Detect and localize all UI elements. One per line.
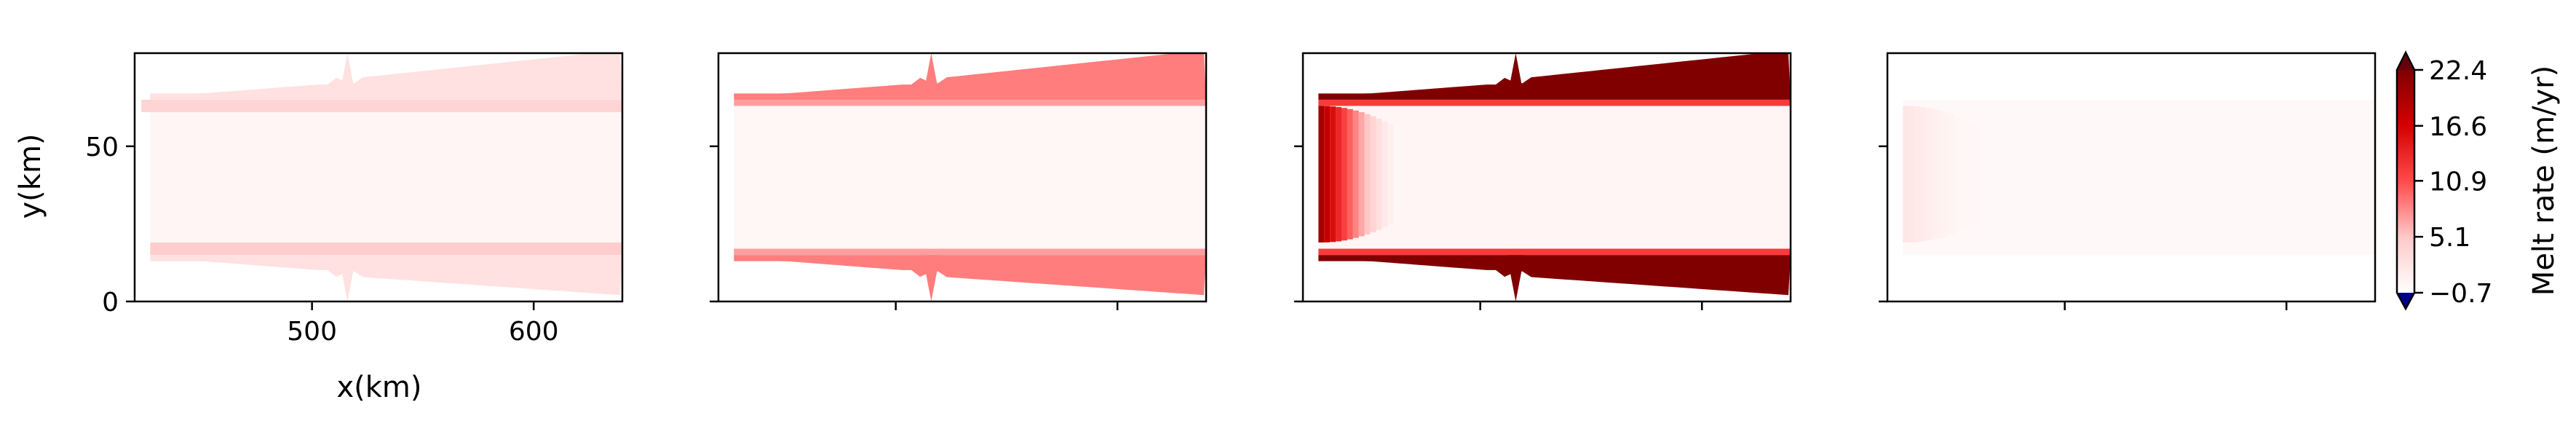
y-axis-label: y(km) — [14, 133, 47, 218]
grounding-line-melt-cell — [1387, 124, 1394, 224]
colorbar-tick-label: 22.4 — [2429, 56, 2487, 86]
colorbar-over-arrow — [2397, 52, 2414, 70]
cavity-melt-region — [734, 99, 1206, 256]
lower-melt-band — [1318, 255, 1791, 296]
grounding-line-melt-cell — [1376, 118, 1382, 230]
grounding-line-melt-cell — [1352, 110, 1359, 238]
heatmap-panel-4 — [1879, 52, 2377, 310]
grounding-line-melt-cell — [1925, 108, 1932, 241]
grounding-line-melt-cell — [1949, 114, 1955, 234]
colorbar-tick-label: 16.6 — [2429, 112, 2487, 142]
grounding-line-melt-cell — [1903, 106, 1909, 243]
lower-channel-spike — [922, 255, 940, 301]
grounding-line-melt-cell — [1370, 116, 1376, 232]
upper-melt-band — [734, 53, 1206, 100]
colorbar: −0.7 5.1 10.9 16.6 22.4 Melt rate (m/yr) — [2395, 50, 2561, 311]
axes-frame — [1886, 52, 2377, 303]
lower-channel-spike — [1507, 255, 1525, 301]
grounding-line-melt-cell — [1347, 109, 1353, 240]
grounding-line-melt-cell — [1382, 121, 1388, 227]
grounding-line-melt-cell — [1914, 106, 1921, 242]
y-tick-label: 50 — [85, 133, 119, 162]
upper-channel-spike — [922, 53, 940, 100]
heatmap-panel-3 — [1294, 52, 1792, 310]
upper-channel — [1318, 99, 1791, 106]
axes-frame — [133, 52, 624, 303]
grounding-line-melt-cell — [1960, 118, 1967, 230]
grounding-line-melt-cell — [1364, 114, 1371, 234]
grounding-line-melt-cell — [1330, 106, 1336, 242]
colorbar-label: Melt rate (m/yr) — [2527, 66, 2561, 296]
lower-melt-band — [150, 255, 622, 296]
x-tick-label: 600 — [509, 317, 559, 347]
grounding-line-melt-cell — [1943, 111, 1949, 237]
x-axis-label: x(km) — [336, 371, 421, 404]
lower-melt-band — [734, 255, 1206, 296]
grounding-line-melt-cell — [1966, 121, 1973, 227]
colorbar-gradient — [2397, 70, 2414, 293]
lower-channel — [734, 248, 1206, 256]
upper-channel-spike — [338, 53, 357, 100]
grounding-line-melt-cell — [1920, 107, 1926, 242]
upper-melt-band — [150, 53, 622, 100]
grounding-line-melt-cell — [1393, 127, 1400, 221]
axes-frame — [1301, 52, 1792, 303]
upper-channel — [734, 99, 1206, 106]
grounding-line-melt-cell — [1937, 110, 1943, 238]
x-tick-label: 500 — [287, 317, 337, 347]
grounding-line-melt-cell — [1336, 107, 1341, 242]
grounding-line-melt-cell — [1324, 106, 1331, 242]
grounding-line-melt-cell — [1358, 111, 1365, 237]
grounding-line-melt-cell — [1909, 106, 1915, 242]
grounding-line-melt-cell — [1931, 109, 1938, 240]
upper-channel — [141, 99, 623, 112]
upper-melt-band — [1318, 53, 1791, 100]
lower-channel — [1318, 248, 1791, 256]
grounding-line-melt-cell — [1341, 108, 1347, 241]
grounding-line-melt-cell — [1972, 124, 1978, 224]
grounding-line-melt-cell — [1978, 127, 1984, 221]
upper-channel-spike — [1507, 53, 1525, 100]
colorbar-tick-label: 5.1 — [2429, 223, 2470, 253]
cavity-melt-region — [150, 99, 622, 256]
y-tick-label: 0 — [102, 288, 119, 317]
grounding-line-melt-cell — [1318, 106, 1325, 243]
axes-frame — [717, 52, 1208, 303]
heatmap-panel-2 — [710, 52, 1208, 310]
heatmap-panel-1: 500 600 0 50 — [85, 52, 624, 347]
colorbar-under-arrow — [2397, 293, 2414, 309]
colorbar-ticks: −0.7 5.1 10.9 16.6 22.4 — [2414, 56, 2492, 309]
colorbar-tick-label: 10.9 — [2429, 167, 2487, 197]
lower-channel-spike — [338, 255, 357, 301]
grounding-line-melt-cell — [1954, 116, 1961, 232]
lower-channel — [150, 242, 622, 256]
colorbar-tick-label: −0.7 — [2429, 279, 2492, 309]
